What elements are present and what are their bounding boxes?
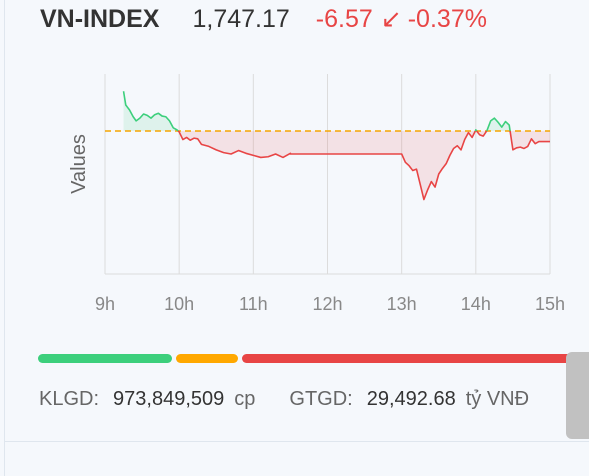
x-tick-label: 13h — [387, 294, 417, 314]
klgd-unit: cp — [234, 388, 256, 410]
series-line-up — [486, 117, 511, 132]
chart-fills — [123, 91, 550, 200]
breadth-declining — [242, 354, 573, 363]
intraday-chart: 9h 10h 11h 12h 13h 14h 15h Values — [68, 74, 565, 314]
x-tick-label: 10h — [164, 294, 194, 314]
series-line-up — [474, 129, 478, 132]
trading-stats: KLGD: 973,849,509 cp GTGD: 29,492.68 tỷ … — [39, 388, 529, 411]
y-axis-label: Values — [68, 134, 90, 194]
scrollbar-thumb[interactable] — [566, 352, 589, 439]
breadth-unchanged — [176, 354, 238, 363]
card-left-border — [4, 0, 5, 476]
card-bottom-border — [4, 441, 589, 442]
series-line-down — [509, 130, 550, 151]
x-tick-label: 14h — [461, 294, 491, 314]
index-name[interactable]: VN-INDEX — [40, 5, 160, 33]
series-line-up — [122, 91, 179, 132]
chart-grid — [104, 74, 551, 275]
x-axis-ticks: 9h 10h 11h 12h 13h 14h 15h — [95, 294, 565, 314]
index-header: VN-INDEX 1,747.17 -6.57 ↙ -0.37% — [40, 4, 487, 38]
area-above-reference — [486, 118, 511, 131]
gtgd-label: GTGD: — [289, 388, 353, 410]
index-value: 1,747.17 — [192, 5, 290, 33]
x-tick-label: 11h — [239, 294, 268, 314]
series-line-down — [476, 130, 488, 137]
x-tick-label: 12h — [312, 294, 342, 314]
index-change: -6.57 — [315, 5, 373, 33]
gtgd-value: 29,492.68 — [366, 388, 456, 410]
market-breadth-bar — [38, 354, 573, 363]
index-card: VN-INDEX 1,747.17 -6.57 ↙ -0.37% 9h 10h 11… — [38, 4, 573, 411]
series-line-down — [177, 130, 477, 201]
x-tick-label: 15h — [535, 294, 565, 314]
area-below-reference — [178, 130, 476, 200]
klgd-label: KLGD: — [39, 388, 100, 410]
klgd-value: 973,849,509 — [113, 388, 225, 410]
area-below-reference — [476, 130, 487, 137]
breadth-advancing — [38, 354, 172, 363]
x-tick-label: 9h — [95, 294, 115, 314]
gtgd-unit: tỷ VNĐ — [465, 388, 530, 410]
series-lines — [122, 91, 550, 201]
area-above-reference — [123, 91, 179, 131]
index-change-percent: -0.37% — [407, 5, 487, 33]
arrow-down-left-icon: ↙ — [380, 5, 402, 33]
